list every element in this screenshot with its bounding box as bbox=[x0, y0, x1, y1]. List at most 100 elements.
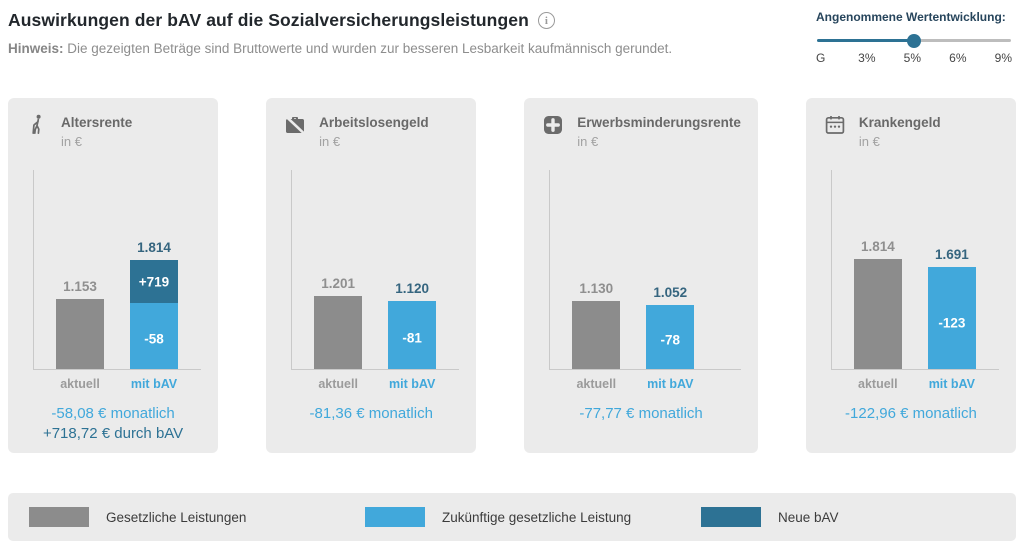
bar-group: 1.120 -81 bbox=[388, 281, 437, 369]
legend-swatch-lightblue bbox=[365, 507, 425, 527]
bar-group: 1.814 +719 -58 bbox=[130, 240, 178, 369]
x-axis-labels: aktuell mit bAV bbox=[283, 377, 459, 391]
tick-label-9[interactable]: 9% bbox=[994, 51, 1012, 65]
bar-group: 1.130 bbox=[572, 281, 621, 369]
slider-tick-labels: G 3% 5% 6% 9% bbox=[816, 51, 1012, 65]
growth-rate-slider-block: Angenommene Wertentwicklung: G 3% 5% 6% … bbox=[816, 10, 1012, 65]
bar-value-label: 1.691 bbox=[934, 247, 969, 262]
summary-line: -77,77 € monatlich bbox=[579, 405, 703, 422]
legend-item-zukuenftige: Zukünftige gesetzliche Leistung bbox=[344, 507, 680, 527]
bar-group: 1.153 bbox=[56, 279, 104, 369]
tick-label-6[interactable]: 6% bbox=[949, 51, 967, 65]
bar-inner-label: -78 bbox=[660, 332, 681, 348]
bar-value-label: 1.120 bbox=[395, 281, 430, 296]
x-axis-labels: aktuell mit bAV bbox=[25, 377, 201, 391]
legend-label: Gesetzliche Leistungen bbox=[106, 509, 247, 525]
card-title: Altersrente bbox=[61, 115, 133, 130]
work-off-icon bbox=[283, 113, 307, 137]
bar-with-bav: -78 bbox=[646, 305, 695, 369]
bar-value-label: 1.201 bbox=[321, 276, 356, 291]
tick-label-3[interactable]: 3% bbox=[858, 51, 876, 65]
bar-chart: 1.814 1.691 -123 bbox=[830, 170, 999, 370]
x-label: aktuell bbox=[576, 377, 617, 391]
hint-body: Die gezeigten Beträge sind Bruttowerte u… bbox=[67, 41, 673, 56]
bar-current bbox=[572, 301, 621, 369]
card-unit: in € bbox=[858, 134, 880, 149]
bar-value-label: 1.814 bbox=[137, 240, 171, 255]
legend-label: Zukünftige gesetzliche Leistung bbox=[442, 509, 632, 525]
benefit-card: Krankengeld in € 1.814 1.691 -123 aktuell m… bbox=[805, 98, 1016, 453]
card-header: Arbeitslosengeld in € bbox=[283, 113, 459, 149]
bar-value-label: 1.052 bbox=[653, 285, 688, 300]
card-unit: in € bbox=[61, 134, 82, 149]
benefit-card: Erwerbsminderungsrente in € 1.130 1.052 -7… bbox=[524, 98, 758, 453]
x-label: mit bAV bbox=[647, 377, 694, 391]
legend-item-neue-bav: Neue bAV bbox=[680, 507, 1016, 527]
bar-chart: 1.153 1.814 +719 -58 bbox=[33, 170, 202, 370]
info-icon[interactable]: i bbox=[537, 12, 555, 29]
x-label: mit bAV bbox=[130, 377, 178, 391]
x-label: aktuell bbox=[858, 377, 898, 391]
bar-group: 1.052 -78 bbox=[646, 285, 695, 369]
card-title: Erwerbsminderungsrente bbox=[577, 115, 741, 130]
medical-cross-icon bbox=[541, 113, 565, 137]
bar-value-label: 1.814 bbox=[860, 239, 895, 254]
x-label: mit bAV bbox=[388, 377, 436, 391]
card-title: Arbeitslosengeld bbox=[319, 115, 429, 130]
legend-swatch-gray bbox=[29, 507, 89, 527]
bar-group: 1.691 -123 bbox=[927, 247, 976, 369]
bar-value-label: 1.130 bbox=[579, 281, 614, 296]
slider-thumb[interactable] bbox=[907, 33, 921, 48]
segment-label: -58 bbox=[144, 331, 164, 347]
x-label: aktuell bbox=[60, 377, 100, 391]
elderly-icon bbox=[25, 113, 49, 137]
tick-label-5[interactable]: 5% bbox=[903, 51, 921, 65]
bar-segment-light: -58 bbox=[130, 303, 178, 369]
header: Auswirkungen der bAV auf die Sozialversi… bbox=[8, 10, 1016, 31]
bar-inner-label: -123 bbox=[938, 315, 966, 331]
card-header: Krankengeld in € bbox=[823, 113, 999, 149]
bar-chart: 1.130 1.052 -78 bbox=[549, 170, 741, 370]
x-label: aktuell bbox=[318, 377, 358, 391]
bar-with-bav: -81 bbox=[388, 301, 437, 369]
summary-line: -122,96 € monatlich bbox=[845, 405, 977, 422]
card-header: Altersrente in € bbox=[25, 113, 201, 149]
page-title: Auswirkungen der bAV auf die Sozialversi… bbox=[8, 10, 529, 30]
card-unit: in € bbox=[319, 134, 341, 149]
benefit-card: Arbeitslosengeld in € 1.201 1.120 -81 aktu… bbox=[266, 98, 477, 453]
bar-current bbox=[853, 259, 902, 369]
slider-track[interactable] bbox=[817, 33, 1011, 48]
card-title: Krankengeld bbox=[858, 115, 941, 130]
card-summary: -122,96 € monatlich bbox=[823, 404, 999, 424]
card-summary: -81,36 € monatlich bbox=[283, 404, 459, 424]
legend-swatch-darkblue bbox=[701, 507, 761, 527]
card-header: Erwerbsminderungsrente in € bbox=[541, 113, 741, 149]
card-summary: -77,77 € monatlich bbox=[541, 404, 741, 424]
x-axis-labels: aktuell mit bAV bbox=[541, 377, 741, 391]
tick-label-g[interactable]: G bbox=[816, 51, 826, 65]
x-axis-labels: aktuell mit bAV bbox=[823, 377, 999, 391]
bar-group: 1.814 bbox=[853, 239, 902, 369]
cards-row: Altersrente in € 1.153 1.814 +719 -58 aktue… bbox=[8, 98, 1016, 453]
x-label: mit bAV bbox=[928, 377, 975, 391]
card-unit: in € bbox=[577, 134, 599, 149]
hint-text: Hinweis: Die gezeigten Beträge sind Brut… bbox=[8, 41, 1016, 56]
slider-label: Angenommene Wertentwicklung: bbox=[816, 10, 1006, 24]
bar-with-bav: -123 bbox=[927, 267, 976, 369]
legend-label: Neue bAV bbox=[778, 509, 839, 525]
segment-label: +719 bbox=[138, 274, 170, 289]
bar-value-label: 1.153 bbox=[63, 279, 97, 294]
summary-line: -81,36 € monatlich bbox=[309, 405, 433, 422]
hint-label: Hinweis: bbox=[8, 41, 64, 56]
bar-group: 1.201 bbox=[314, 276, 363, 369]
summary-line: -58,08 € monatlich bbox=[51, 405, 175, 422]
summary-line: +718,72 € durch bAV bbox=[42, 425, 184, 442]
bar-inner-label: -81 bbox=[402, 330, 422, 346]
bar-current bbox=[56, 299, 104, 369]
calendar-icon bbox=[823, 113, 847, 137]
chart-legend: Gesetzliche Leistungen Zukünftige gesetz… bbox=[8, 493, 1016, 541]
card-summary: -58,08 € monatlich +718,72 € durch bAV bbox=[25, 404, 201, 444]
legend-item-gesetzliche: Gesetzliche Leistungen bbox=[8, 507, 344, 527]
bar-current bbox=[314, 296, 363, 369]
